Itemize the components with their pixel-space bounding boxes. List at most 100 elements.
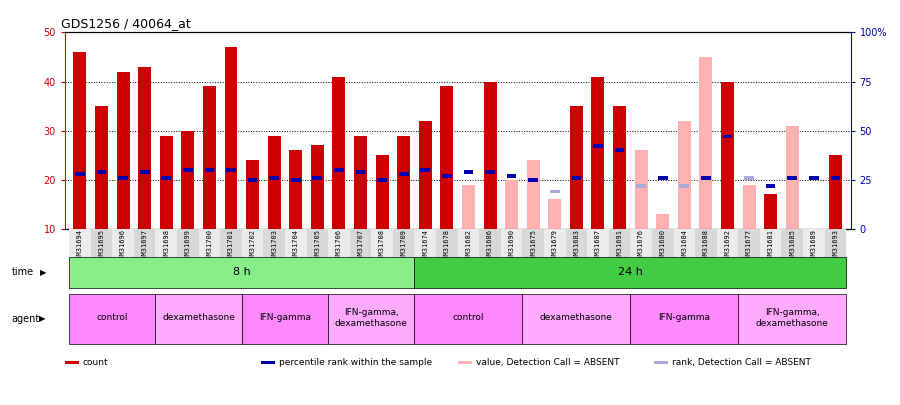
Text: GSM31682: GSM31682 (465, 229, 472, 263)
Bar (399, 172, 409, 176)
Bar (652, 229, 673, 259)
Bar (764, 194, 777, 229)
Text: GSM31685: GSM31685 (789, 229, 796, 263)
Text: dexamethasone: dexamethasone (162, 313, 235, 322)
Bar (831, 176, 841, 180)
Bar (526, 160, 540, 229)
Bar (636, 183, 646, 188)
Bar (587, 229, 608, 259)
Text: GSM31696: GSM31696 (120, 229, 126, 263)
Bar (766, 183, 776, 188)
Text: GSM31702: GSM31702 (249, 229, 256, 263)
Bar (156, 294, 242, 344)
Bar (112, 229, 134, 259)
Text: GSM31681: GSM31681 (768, 229, 774, 263)
Bar (738, 229, 760, 259)
Bar (507, 174, 517, 178)
Bar (91, 229, 112, 259)
Bar (377, 178, 387, 182)
Bar (328, 294, 415, 344)
Bar (264, 229, 285, 259)
Bar (786, 126, 798, 229)
Text: GSM31704: GSM31704 (292, 229, 299, 263)
Bar (289, 150, 302, 229)
Text: GSM31686: GSM31686 (487, 229, 493, 263)
Bar (117, 72, 130, 229)
Bar (485, 170, 495, 174)
Bar (544, 229, 565, 259)
Bar (140, 170, 149, 174)
Bar (462, 185, 475, 229)
Bar (829, 155, 842, 229)
Bar (269, 176, 279, 180)
Bar (261, 361, 275, 364)
Bar (160, 136, 173, 229)
Bar (479, 229, 500, 259)
Bar (220, 229, 242, 259)
Bar (803, 229, 824, 259)
Text: GSM31676: GSM31676 (638, 229, 644, 263)
Bar (738, 294, 846, 344)
Bar (548, 199, 562, 229)
Bar (69, 256, 415, 288)
Bar (721, 81, 734, 229)
Bar (744, 176, 754, 180)
Bar (593, 144, 603, 148)
Bar (591, 77, 605, 229)
Bar (440, 86, 454, 229)
Bar (118, 176, 128, 180)
Text: dexamethasone: dexamethasone (540, 313, 613, 322)
Bar (464, 170, 473, 174)
Text: control: control (453, 313, 484, 322)
Bar (96, 170, 106, 174)
Text: GSM31709: GSM31709 (400, 229, 407, 263)
Text: GSM31684: GSM31684 (681, 229, 688, 263)
Text: GSM31687: GSM31687 (595, 229, 601, 263)
Bar (204, 168, 214, 172)
Text: ▶: ▶ (39, 314, 45, 324)
Text: GSM31691: GSM31691 (616, 229, 623, 263)
Bar (415, 256, 846, 288)
Bar (267, 136, 281, 229)
Bar (418, 165, 432, 229)
Bar (199, 229, 220, 259)
Bar (285, 229, 307, 259)
Bar (334, 168, 344, 172)
Bar (678, 121, 691, 229)
Bar (615, 148, 625, 152)
Text: IFN-gamma,
dexamethasone: IFN-gamma, dexamethasone (335, 308, 408, 328)
Bar (75, 172, 85, 176)
Text: GSM31694: GSM31694 (76, 229, 83, 263)
Text: control: control (96, 313, 128, 322)
Bar (570, 106, 583, 229)
Text: GSM31698: GSM31698 (163, 229, 169, 263)
Bar (788, 176, 797, 180)
Bar (375, 155, 389, 229)
Text: GSM31692: GSM31692 (724, 229, 731, 263)
Bar (742, 185, 755, 229)
Text: GDS1256 / 40064_at: GDS1256 / 40064_at (61, 17, 191, 30)
Text: GSM31674: GSM31674 (422, 229, 428, 263)
Bar (69, 229, 91, 259)
Text: GSM31703: GSM31703 (271, 229, 277, 263)
Bar (177, 229, 199, 259)
Bar (760, 229, 781, 259)
Text: value, Detection Call = ABSENT: value, Detection Call = ABSENT (476, 358, 619, 367)
Bar (242, 229, 264, 259)
Bar (328, 229, 350, 259)
Bar (248, 178, 257, 182)
Text: GSM31679: GSM31679 (552, 229, 558, 263)
Text: 8 h: 8 h (233, 266, 251, 277)
Bar (420, 168, 430, 172)
Bar (522, 294, 630, 344)
Text: 24 h: 24 h (618, 266, 643, 277)
Text: rank, Detection Call = ABSENT: rank, Detection Call = ABSENT (672, 358, 811, 367)
Text: GSM31688: GSM31688 (703, 229, 709, 263)
Bar (372, 229, 393, 259)
Bar (716, 229, 738, 259)
Bar (202, 86, 216, 229)
Text: GSM31675: GSM31675 (530, 229, 536, 263)
Text: GSM31693: GSM31693 (832, 229, 839, 263)
Text: time: time (12, 267, 34, 277)
Bar (613, 106, 626, 229)
